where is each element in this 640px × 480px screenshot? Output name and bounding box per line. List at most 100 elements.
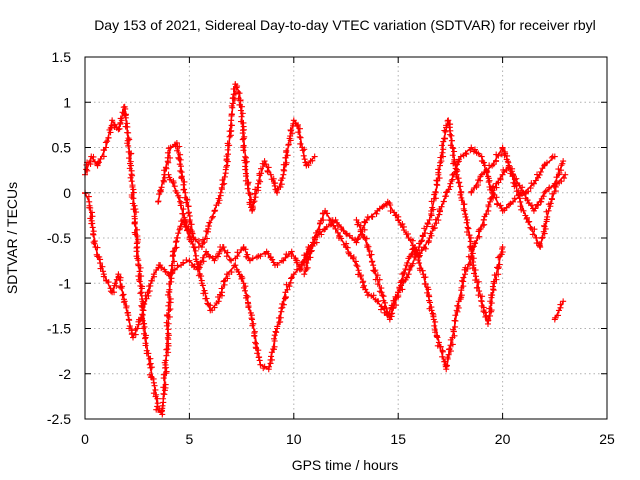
- data-point: [355, 235, 362, 242]
- data-point: [358, 272, 365, 279]
- data-point: [487, 298, 494, 305]
- data-point: [120, 299, 127, 306]
- data-point: [97, 260, 104, 267]
- data-point: [122, 114, 129, 121]
- data-point: [128, 150, 135, 157]
- data-point: [445, 351, 452, 358]
- data-point: [436, 211, 443, 218]
- data-point: [533, 235, 540, 242]
- data-point: [475, 150, 482, 157]
- data-point: [128, 178, 135, 185]
- data-point: [211, 207, 218, 214]
- data-point: [238, 275, 245, 282]
- data-point: [476, 233, 483, 240]
- data-point: [387, 208, 394, 215]
- data-point: [183, 196, 190, 203]
- data-point: [293, 123, 300, 130]
- data-point: [435, 217, 442, 224]
- chart-title: Day 153 of 2021, Sidereal Day-to-day VTE…: [94, 17, 596, 33]
- data-point: [235, 268, 242, 275]
- data-point: [177, 151, 184, 158]
- data-point: [467, 147, 474, 154]
- data-point: [540, 193, 547, 200]
- series-track-7: [311, 144, 558, 260]
- data-point: [112, 280, 119, 287]
- data-point: [177, 167, 184, 174]
- data-point: [370, 262, 377, 269]
- data-point: [318, 231, 325, 238]
- data-point: [520, 207, 527, 214]
- data-point: [463, 219, 470, 226]
- data-point: [484, 168, 491, 175]
- data-point: [396, 285, 403, 292]
- data-point: [440, 146, 447, 153]
- data-point: [150, 271, 157, 278]
- data-point: [499, 144, 506, 151]
- data-point: [524, 197, 531, 204]
- data-point: [124, 140, 131, 147]
- data-point: [444, 117, 451, 124]
- data-point: [555, 166, 562, 173]
- y-tick-label: -2.5: [47, 411, 71, 427]
- data-point: [283, 147, 290, 154]
- data-point: [486, 184, 493, 191]
- data-point: [181, 178, 188, 185]
- data-point: [368, 258, 375, 265]
- data-point: [105, 134, 112, 141]
- data-point: [541, 222, 548, 229]
- y-tick-label: -2: [59, 366, 72, 382]
- data-point: [509, 168, 516, 175]
- data-point: [188, 221, 195, 228]
- data-point: [160, 178, 167, 185]
- data-point: [195, 265, 202, 272]
- data-point: [115, 126, 122, 133]
- data-point: [334, 229, 341, 236]
- data-point: [223, 162, 230, 169]
- data-point: [180, 259, 187, 266]
- data-point: [469, 244, 476, 251]
- data-point: [452, 162, 459, 169]
- data-point: [135, 273, 142, 280]
- data-point: [196, 237, 203, 244]
- data-point: [466, 232, 473, 239]
- data-point: [422, 281, 429, 288]
- data-point: [478, 171, 485, 178]
- data-point: [548, 154, 555, 161]
- data-point: [438, 203, 445, 210]
- data-point: [386, 316, 393, 323]
- data-point: [151, 382, 158, 389]
- data-point: [387, 202, 394, 209]
- data-point: [506, 201, 513, 208]
- data-point: [100, 268, 107, 275]
- data-point: [155, 198, 162, 205]
- data-point: [125, 129, 132, 136]
- data-point: [543, 159, 550, 166]
- data-point: [438, 158, 445, 165]
- data-point: [242, 166, 249, 173]
- data-point: [548, 196, 555, 203]
- data-point: [344, 244, 351, 251]
- data-point: [384, 312, 391, 319]
- data-point: [249, 255, 256, 262]
- data-point: [279, 175, 286, 182]
- data-point: [229, 100, 236, 107]
- data-point: [252, 186, 259, 193]
- data-point: [249, 203, 256, 210]
- data-point: [398, 278, 405, 285]
- data-point: [451, 148, 458, 155]
- data-point: [296, 125, 303, 132]
- data-point: [544, 213, 551, 220]
- data-point: [109, 117, 116, 124]
- data-point: [418, 238, 425, 245]
- data-point: [496, 261, 503, 268]
- data-point: [433, 333, 440, 340]
- data-point: [186, 257, 193, 264]
- data-point: [211, 304, 218, 311]
- data-point: [228, 269, 235, 276]
- data-point: [450, 145, 457, 152]
- data-point: [538, 198, 545, 205]
- data-point: [257, 361, 264, 368]
- data-point: [239, 110, 246, 117]
- data-point: [355, 267, 362, 274]
